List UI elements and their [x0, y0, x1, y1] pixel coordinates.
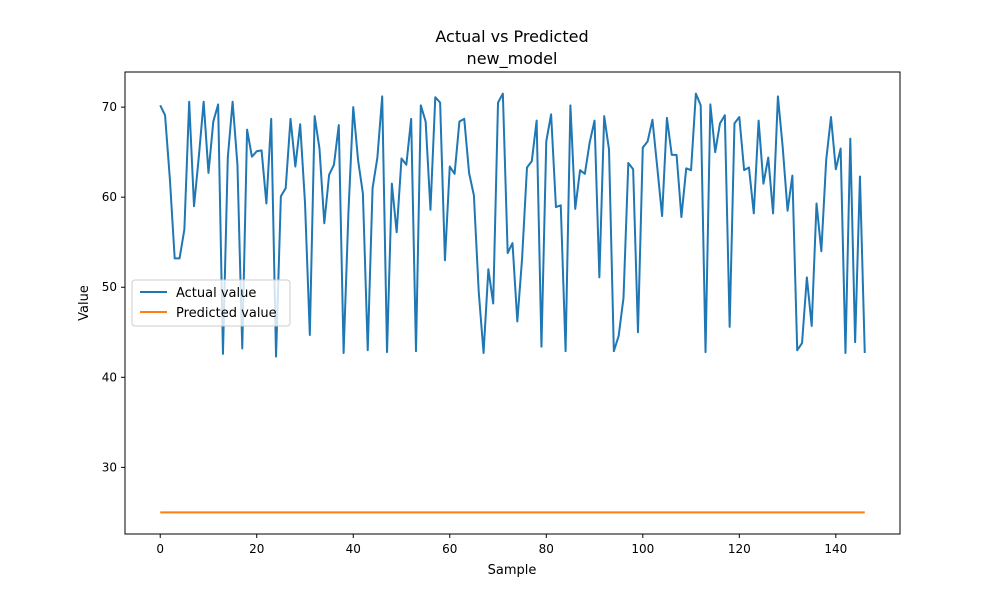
x-axis-label: Sample: [488, 563, 537, 578]
y-tick-label: 30: [102, 460, 117, 474]
x-tick-label: 140: [824, 542, 847, 556]
y-tick-label: 70: [102, 100, 117, 114]
y-tick-label: 50: [102, 280, 117, 294]
x-axis-ticks: 0 20 40 60 80 100 120 140: [156, 534, 847, 556]
legend-label-predicted: Predicted value: [176, 306, 277, 321]
x-tick-label: 20: [249, 542, 264, 556]
x-tick-label: 100: [631, 542, 654, 556]
legend-label-actual: Actual value: [176, 286, 256, 301]
x-tick-label: 80: [539, 542, 554, 556]
y-tick-label: 60: [102, 190, 117, 204]
x-tick-label: 60: [442, 542, 457, 556]
y-axis-label: Value: [77, 285, 92, 321]
legend-box: [131, 279, 291, 327]
chart-title: Actual vs Predicted: [435, 27, 588, 46]
plot-frame: [124, 71, 901, 535]
legend: Actual value Predicted value: [131, 279, 291, 327]
y-tick-label: 40: [102, 370, 117, 384]
x-tick-label: 120: [728, 542, 751, 556]
x-tick-label: 40: [346, 542, 361, 556]
y-axis-ticks: 30 40 50 60 70: [102, 100, 125, 474]
chart-subtitle: new_model: [467, 49, 558, 69]
x-tick-label: 0: [156, 542, 164, 556]
